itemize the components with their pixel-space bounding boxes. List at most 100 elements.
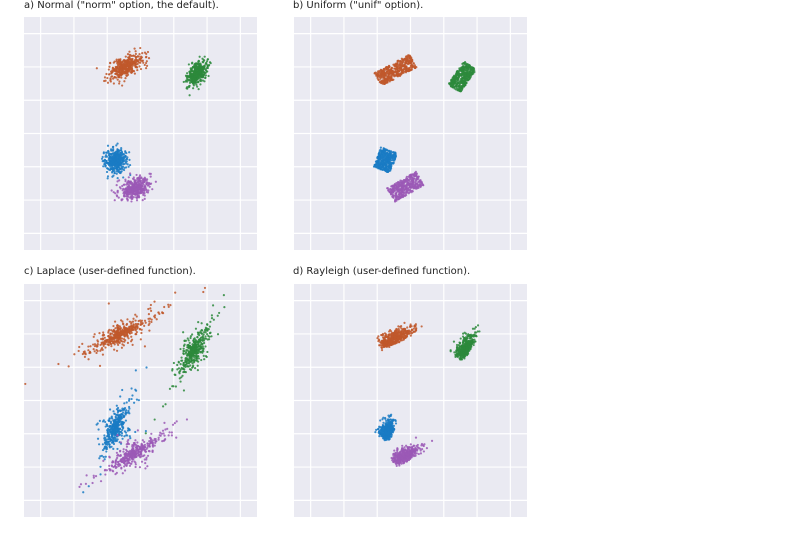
scatter-point [194, 338, 197, 342]
scatter-point [112, 174, 115, 177]
scatter-point [113, 199, 116, 202]
scatter-point [149, 436, 152, 440]
scatter-point [95, 345, 99, 348]
scatter-point [185, 351, 188, 354]
scatter-point [118, 151, 121, 155]
scatter-point [134, 183, 137, 187]
scatter-point [382, 75, 385, 78]
scatter-point [126, 461, 129, 465]
scatter-point [413, 186, 416, 189]
scatter-point [468, 64, 472, 67]
scatter-point [393, 157, 397, 160]
scatter-point [114, 428, 117, 431]
scatter-point [202, 61, 205, 64]
scatter-point [117, 343, 120, 347]
cluster-3 [110, 172, 157, 203]
scatter-point [182, 331, 185, 334]
scatter-point [187, 63, 190, 66]
scatter-point [112, 442, 116, 446]
scatter-point [178, 372, 181, 375]
scatter-point [136, 68, 139, 72]
panel-a-title: a) Normal ("norm" option, the default). [24, 0, 219, 11]
scatter-point [117, 328, 120, 331]
scatter-point [188, 351, 192, 355]
scatter-point [194, 79, 197, 83]
scatter-point [197, 333, 200, 336]
cluster-3 [386, 170, 425, 203]
scatter-point [143, 345, 147, 348]
scatter-point [153, 437, 156, 441]
scatter-point [113, 171, 116, 175]
scatter-point [377, 74, 380, 77]
scatter-point [102, 459, 105, 462]
scatter-point [140, 455, 143, 458]
scatter-point [122, 64, 125, 67]
scatter-point [118, 419, 121, 422]
cluster-1 [447, 60, 476, 93]
scatter-point [103, 437, 106, 440]
scatter-point [182, 389, 186, 392]
scatter-point [182, 344, 186, 347]
scatter-point [131, 394, 134, 397]
scatter-point [109, 163, 112, 166]
scatter-point [120, 147, 123, 150]
scatter-point [121, 457, 124, 460]
scatter-point [206, 329, 209, 332]
scatter-point [148, 320, 151, 323]
scatter-point [117, 338, 120, 342]
scatter-point [106, 167, 109, 170]
scatter-point [190, 346, 194, 349]
scatter-point [203, 341, 206, 345]
scatter-point [116, 454, 119, 457]
scatter-point [375, 160, 378, 163]
scatter-point [175, 436, 178, 439]
scatter-point [99, 455, 102, 458]
scatter-point [114, 192, 117, 195]
scatter-point [409, 180, 412, 184]
scatter-point [114, 161, 117, 164]
scatter-point [136, 323, 139, 326]
scatter-point [92, 476, 95, 479]
scatter-point [127, 190, 131, 193]
scatter-point [457, 73, 461, 76]
scatter-point [204, 74, 207, 77]
scatter-point [210, 335, 213, 338]
panel-a-plot [24, 17, 257, 250]
scatter-point [191, 355, 194, 358]
scatter-point [394, 153, 397, 156]
scatter-point [183, 339, 186, 342]
scatter-point [67, 365, 70, 368]
scatter-point [111, 67, 114, 70]
scatter-point [143, 63, 146, 67]
scatter-point [149, 175, 152, 178]
scatter-point [192, 351, 195, 354]
scatter-point [138, 174, 142, 177]
scatter-point [373, 165, 376, 168]
scatter-point [119, 409, 122, 413]
scatter-point [119, 427, 122, 431]
scatter-point [170, 434, 174, 437]
scatter-point [120, 346, 124, 349]
scatter-point [108, 428, 111, 431]
scatter-point [131, 343, 134, 346]
scatter-point [401, 58, 404, 61]
scatter-point [127, 399, 131, 402]
scatter-point [404, 70, 407, 73]
scatter-point [109, 468, 112, 471]
scatter-point [112, 148, 115, 151]
scatter-point [114, 72, 117, 75]
scatter-point [123, 70, 127, 74]
scatter-point [136, 429, 139, 432]
scatter-point [125, 332, 128, 335]
scatter-point [385, 155, 388, 159]
scatter-point [208, 325, 211, 328]
scatter-point [201, 347, 204, 350]
scatter-point [185, 80, 189, 83]
scatter-point [186, 358, 190, 361]
scatter-point [114, 473, 117, 476]
scatter-point [191, 366, 194, 369]
scatter-point [178, 377, 181, 380]
scatter-point [130, 190, 134, 193]
scatter-point [122, 421, 125, 424]
scatter-point [123, 80, 126, 83]
